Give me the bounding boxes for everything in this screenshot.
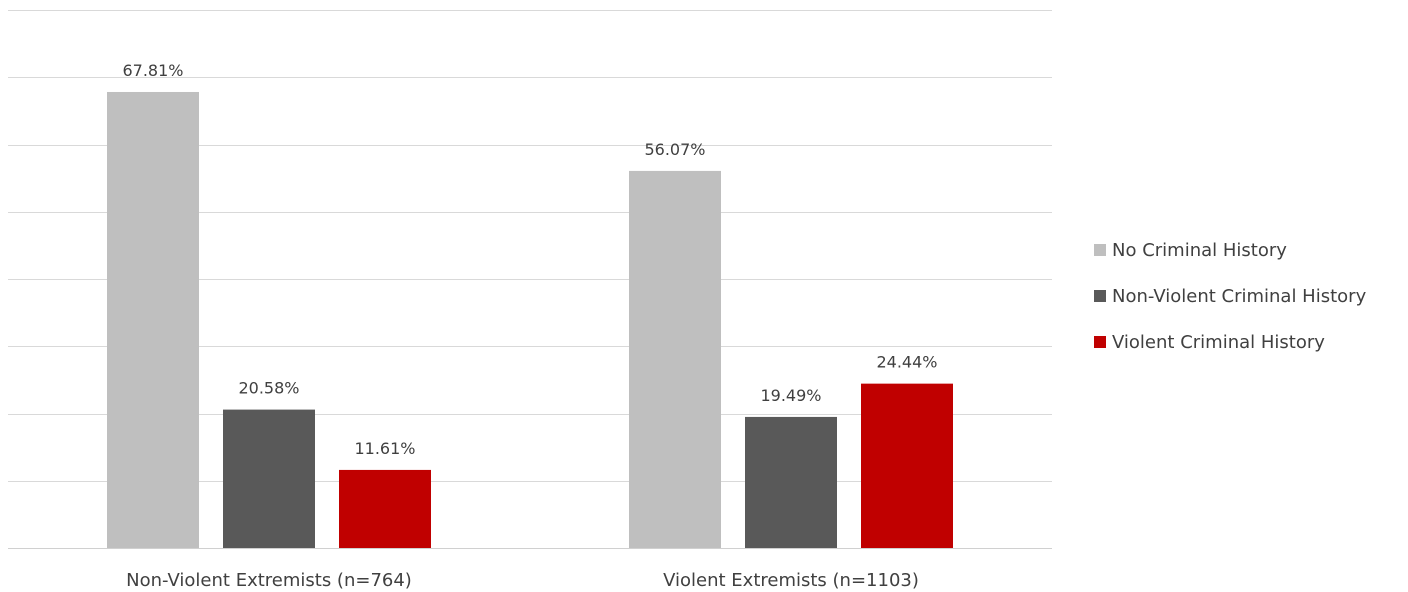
category-label: Violent Extremists (n=1103) xyxy=(663,570,919,591)
bars xyxy=(107,91,953,548)
legend-swatch xyxy=(1094,336,1106,348)
bar-no-criminal-history-0 xyxy=(107,91,199,548)
bar-non-violent-criminal-history-1 xyxy=(745,416,837,548)
data-labels: 67.81% 20.58% 11.61% 56.07% 19.49% 24.44% xyxy=(122,61,937,458)
legend: No Criminal History Non-Violent Criminal… xyxy=(1094,236,1404,374)
category-labels: Non-Violent Extremists (n=764) Violent Ex… xyxy=(126,570,919,591)
legend-swatch xyxy=(1094,244,1106,256)
data-label: 24.44% xyxy=(876,353,937,372)
legend-label: Violent Criminal History xyxy=(1112,331,1325,353)
data-label: 67.81% xyxy=(122,61,183,80)
data-label: 20.58% xyxy=(238,379,299,398)
data-label: 19.49% xyxy=(760,386,821,405)
legend-item-non-violent-criminal-history: Non-Violent Criminal History xyxy=(1094,282,1404,310)
legend-item-violent-criminal-history: Violent Criminal History xyxy=(1094,328,1404,356)
legend-label: No Criminal History xyxy=(1112,239,1287,261)
bar-no-criminal-history-1 xyxy=(629,170,721,548)
legend-item-no-criminal-history: No Criminal History xyxy=(1094,236,1404,264)
data-label: 56.07% xyxy=(644,140,705,159)
legend-label: Non-Violent Criminal History xyxy=(1112,285,1367,307)
bar-violent-criminal-history-1 xyxy=(861,383,953,548)
bar-violent-criminal-history-0 xyxy=(339,469,431,548)
data-label: 11.61% xyxy=(354,439,415,458)
category-label: Non-Violent Extremists (n=764) xyxy=(126,570,412,591)
legend-swatch xyxy=(1094,290,1106,302)
bar-non-violent-criminal-history-0 xyxy=(223,409,315,548)
